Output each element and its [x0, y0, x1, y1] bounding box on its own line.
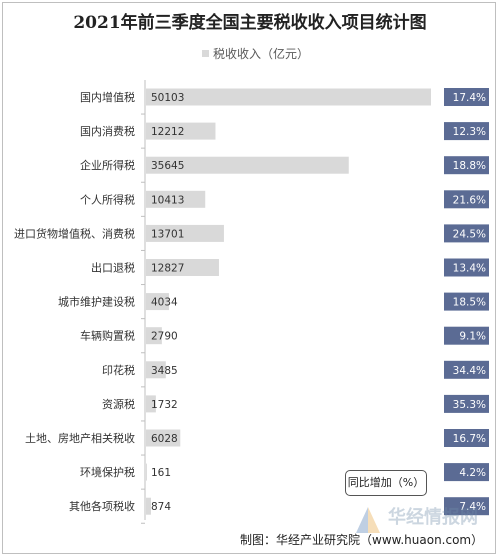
- legend-swatch: [202, 50, 209, 57]
- bar: [146, 429, 181, 447]
- source-footer: 制图：华经产业研究院（www.huaon.com）: [240, 533, 484, 547]
- yoy-label: 34.4%: [453, 365, 486, 377]
- yoy-label: 13.4%: [453, 263, 486, 275]
- yoy-box: [444, 258, 489, 277]
- yoy-label: 17.4%: [453, 92, 486, 104]
- yoy-label: 18.8%: [453, 160, 486, 172]
- watermark-logo-icon: [356, 507, 380, 533]
- value-label: 35645: [151, 160, 184, 172]
- value-label: 1732: [151, 399, 178, 411]
- chart-title: 2021年前三季度全国主要税收收入项目统计图: [73, 13, 427, 33]
- value-label: 874: [151, 501, 171, 513]
- yoy-label: 4.2%: [459, 467, 486, 479]
- value-label: 2790: [151, 331, 178, 343]
- bar: [146, 88, 431, 106]
- value-label: 12827: [151, 263, 184, 275]
- bar: [146, 190, 206, 208]
- yoy-box: [444, 292, 489, 311]
- category-label: 国内增值税: [80, 90, 135, 104]
- yoy-label: 24.5%: [453, 228, 486, 240]
- category-label: 环境保护税: [80, 465, 135, 479]
- legend-label: 税收收入（亿元）: [213, 47, 310, 61]
- category-label: 国内消费税: [80, 124, 135, 138]
- value-label: 161: [151, 467, 171, 479]
- yoy-box: [444, 122, 489, 141]
- yoy-box: [444, 190, 489, 209]
- value-label: 12212: [151, 126, 184, 138]
- yoy-label: 12.3%: [453, 126, 486, 138]
- yoy-label: 7.4%: [459, 501, 486, 513]
- bar: [146, 361, 166, 379]
- bar: [146, 122, 216, 140]
- yoy-label: 18.5%: [453, 297, 486, 309]
- value-label: 10413: [151, 194, 184, 206]
- category-label: 出口退税: [91, 261, 135, 275]
- category-label: 城市维护建设税: [58, 295, 135, 309]
- yoy-label: 16.7%: [453, 433, 486, 445]
- category-label: 资源税: [102, 397, 135, 411]
- yoy-box: [444, 88, 489, 106]
- category-label: 个人所得税: [80, 192, 135, 206]
- yoy-label: 35.3%: [453, 399, 486, 411]
- category-label: 其他各项税收: [69, 499, 135, 513]
- bar: [146, 293, 169, 311]
- value-label: 3485: [151, 365, 178, 377]
- yoy-box: [444, 394, 489, 413]
- legend: 税收收入（亿元）: [202, 45, 309, 62]
- yoy-label: 21.6%: [453, 194, 486, 206]
- bar: [146, 224, 224, 242]
- category-label: 企业所得税: [80, 158, 135, 172]
- yoy-box: [444, 156, 489, 175]
- bar: [146, 497, 151, 515]
- value-label: 6028: [151, 433, 178, 445]
- category-label: 车辆购置税: [80, 329, 135, 343]
- yoy-box: [444, 463, 489, 482]
- yoy-box: [444, 360, 489, 379]
- bar: [146, 395, 156, 413]
- yoy-label: 9.1%: [459, 331, 486, 343]
- yoy-box: [444, 326, 489, 345]
- yoy-box: [444, 497, 489, 516]
- value-label: 50103: [151, 92, 184, 104]
- category-label: 进口货物增值税、消费税: [14, 226, 135, 240]
- category-label: 土地、房地产相关税收: [25, 431, 135, 445]
- yoy-box: [444, 429, 489, 447]
- category-label: 印花税: [102, 363, 135, 377]
- watermark: 华经情报网: [354, 503, 494, 551]
- yoy-box: [444, 224, 489, 243]
- value-label: 4034: [151, 297, 178, 309]
- bar: [146, 259, 219, 276]
- bar: [146, 156, 349, 174]
- watermark-text: 华经情报网: [388, 507, 478, 528]
- yoy-callout: 同比增加（%）: [345, 470, 427, 496]
- bar: [146, 327, 162, 345]
- value-label: 13701: [151, 228, 184, 240]
- bar: [146, 463, 147, 481]
